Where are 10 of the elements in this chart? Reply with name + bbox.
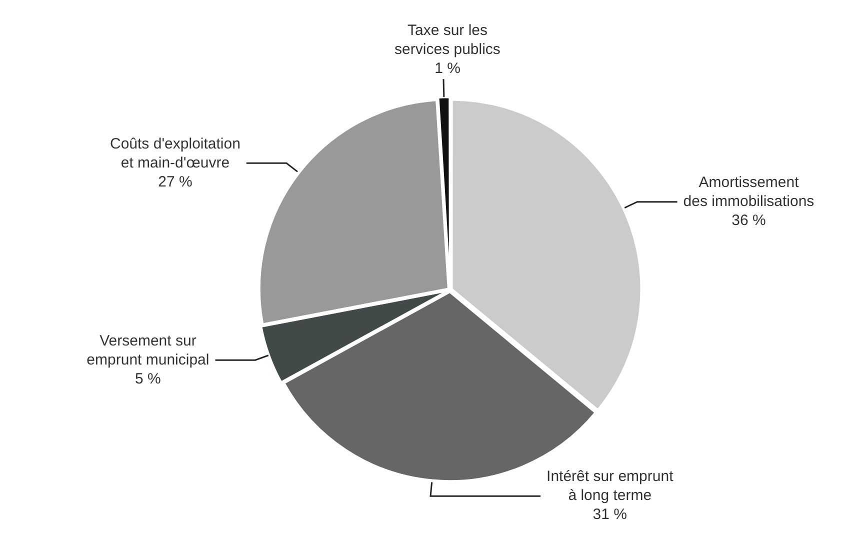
- data-label: 31 %: [592, 506, 627, 524]
- slice-label: Taxe sur les services publics: [394, 22, 500, 58]
- slice-label: Amortissement des immobilisations: [683, 174, 814, 210]
- slice-label: Intérêt sur emprunt à long terme: [546, 468, 674, 504]
- slice-label: Versement sur emprunt municipal: [86, 332, 210, 368]
- data-label: 27 %: [158, 173, 192, 190]
- data-label: 5 %: [135, 370, 161, 388]
- data-label: 1 %: [434, 60, 460, 78]
- slice-label: Coûts d'exploitation et main-d'œuvre: [110, 135, 240, 172]
- data-label: 36 %: [732, 212, 766, 230]
